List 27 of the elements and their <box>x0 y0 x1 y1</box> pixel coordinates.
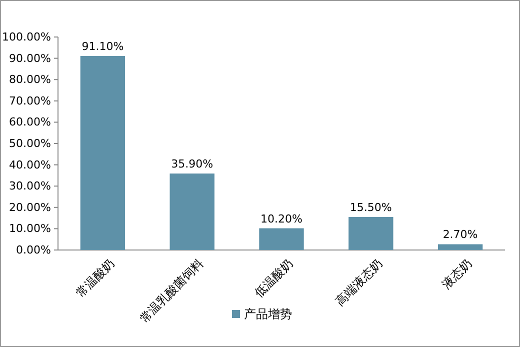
y-tick-label: 100.00% <box>2 30 51 44</box>
x-tick-label: 高端液态奶 <box>332 256 386 309</box>
x-tick-label: 常温乳酸菌饲料 <box>136 256 206 326</box>
y-tick-label: 50.00% <box>9 137 51 150</box>
data-label: 35.90% <box>171 158 214 171</box>
x-tick-label: 常温酸奶 <box>73 256 117 300</box>
bar <box>348 216 394 250</box>
y-tick-label: 80.00% <box>9 73 51 86</box>
x-tick-label: 液态奶 <box>439 256 474 292</box>
data-label: 2.70% <box>442 228 478 242</box>
legend-label: 产品增势 <box>244 307 292 321</box>
data-label: 10.20% <box>260 212 302 226</box>
bar <box>438 244 483 250</box>
bar <box>170 174 214 250</box>
bar <box>259 228 304 250</box>
y-tick-label: 0.00% <box>16 244 51 257</box>
y-tick-label: 70.00% <box>9 94 51 108</box>
y-tick-label: 60.00% <box>9 116 51 129</box>
y-tick-label: 90.00% <box>9 52 51 65</box>
x-tick-label: 低温酸奶 <box>252 256 296 300</box>
y-tick-label: 30.00% <box>9 180 51 193</box>
y-tick-label: 10.00% <box>9 222 51 236</box>
data-label: 91.10% <box>82 40 124 53</box>
y-tick-label: 40.00% <box>9 158 51 172</box>
bar <box>80 56 126 250</box>
y-tick-label: 20.00% <box>9 200 51 214</box>
data-label: 15.50% <box>350 200 392 214</box>
